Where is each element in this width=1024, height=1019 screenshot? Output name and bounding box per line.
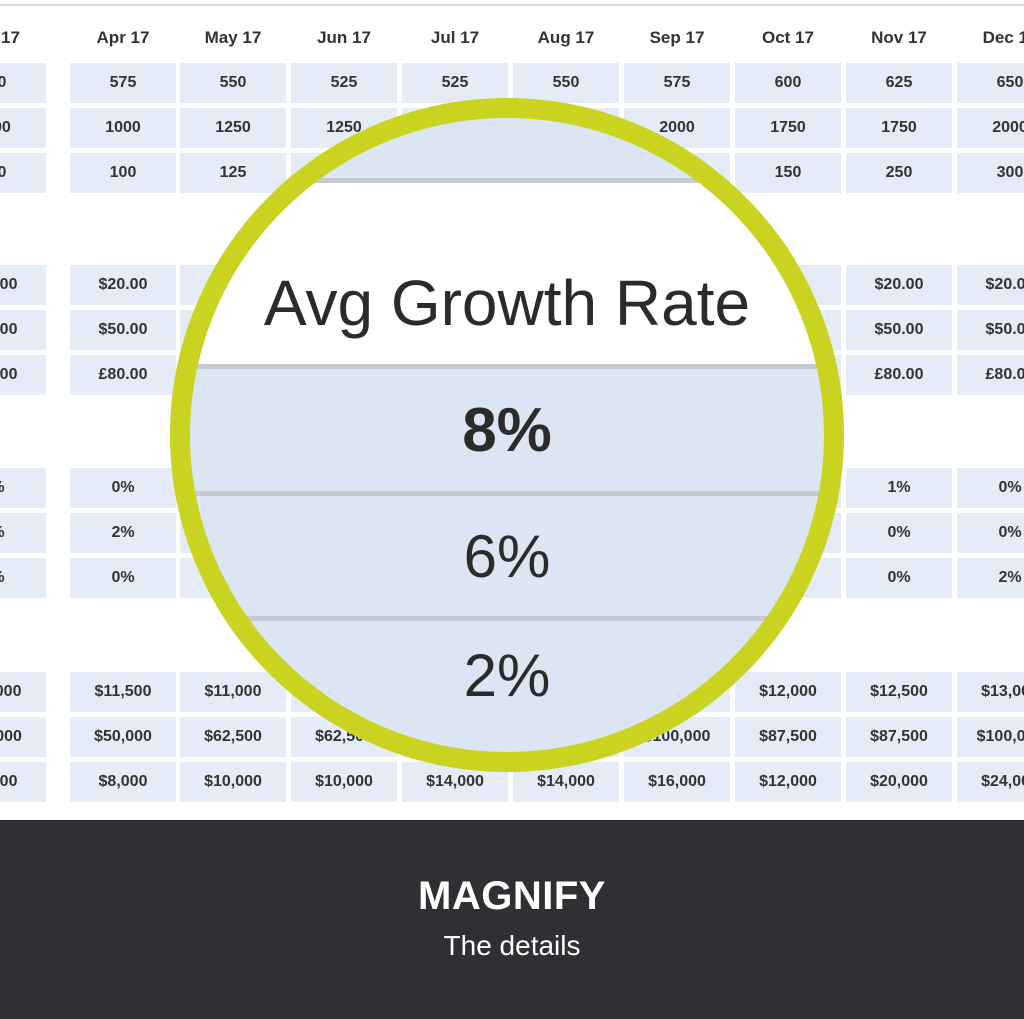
- table-cell: 100: [0, 153, 46, 193]
- month-header: Sep 17: [649, 28, 705, 47]
- lens-row: 6%: [170, 496, 844, 616]
- table-cell: $100,000: [957, 717, 1024, 757]
- table-cell: 2%: [70, 513, 176, 553]
- caption-subtitle: The details: [443, 930, 581, 961]
- table-cell: 100: [70, 153, 176, 193]
- table-cell: 525: [291, 63, 397, 103]
- table-cell: 1%: [846, 468, 952, 508]
- table-cell: 550: [0, 63, 46, 103]
- table-cell: £80.00: [70, 355, 176, 395]
- table-cell: £80.00: [957, 355, 1024, 395]
- table-cell: 250: [846, 153, 952, 193]
- table-cell: 0%: [0, 513, 46, 553]
- top-divider: [0, 4, 1024, 6]
- table-cell: $20,000: [846, 762, 952, 802]
- table-cell: 550: [180, 63, 286, 103]
- avg-growth-value: 2%: [463, 642, 551, 709]
- table-cell: 2000: [957, 108, 1024, 148]
- table-cell: $13,000: [957, 672, 1024, 712]
- table-cell: 0%: [957, 513, 1024, 553]
- avg-growth-rate-title: Avg Growth Rate: [263, 267, 751, 339]
- table-cell: $87,500: [846, 717, 952, 757]
- caption-title: MAGNIFY: [418, 874, 606, 918]
- month-header: Oct 17: [762, 28, 814, 47]
- table-cell: 300: [957, 153, 1024, 193]
- lens-separator: [170, 364, 844, 369]
- table-cell: 625: [846, 63, 952, 103]
- table-cell: $20.00: [70, 265, 176, 305]
- month-header: Jul 17: [430, 28, 480, 47]
- table-cell: $20.00: [846, 265, 952, 305]
- table-cell: 550: [513, 63, 619, 103]
- table-cell: $50.00: [0, 310, 46, 350]
- table-cell: 0%: [957, 468, 1024, 508]
- month-header: Aug 17: [537, 28, 595, 47]
- table-cell: $12,500: [846, 672, 952, 712]
- table-cell: 0%: [846, 558, 952, 598]
- table-cell: $50.00: [70, 310, 176, 350]
- lens-separator: [170, 616, 844, 621]
- table-cell: 0%: [70, 558, 176, 598]
- table-cell: 2%: [957, 558, 1024, 598]
- table-cell: 525: [402, 63, 508, 103]
- table-cell: $40,000: [0, 717, 46, 757]
- table-cell: $50,000: [70, 717, 176, 757]
- table-cell: 1000: [70, 108, 176, 148]
- table-cell: £80.00: [846, 355, 952, 395]
- table-cell: $11,500: [70, 672, 176, 712]
- table-cell: £80.00: [0, 355, 46, 395]
- month-header: Mar 17: [0, 28, 20, 47]
- table-cell: 0%: [70, 468, 176, 508]
- table-cell: $24,000: [957, 762, 1024, 802]
- lens-row: 2%: [170, 621, 844, 772]
- month-header: Jun 17: [317, 28, 371, 47]
- lens-top-band: [170, 98, 844, 178]
- lens-separator: [170, 178, 844, 183]
- table-cell: 1750: [846, 108, 952, 148]
- table-cell: 575: [624, 63, 730, 103]
- table-cell: $50.00: [846, 310, 952, 350]
- month-header: May 17: [204, 28, 262, 47]
- table-cell: $8,000: [0, 762, 46, 802]
- table-cell: 2%: [0, 558, 46, 598]
- avg-growth-value: 8%: [462, 395, 552, 465]
- table-cell: $8,000: [70, 762, 176, 802]
- avg-growth-value: 6%: [463, 522, 551, 590]
- table-cell: $11,000: [0, 672, 46, 712]
- month-header: Apr 17: [96, 28, 150, 47]
- table-cell: $20.00: [957, 265, 1024, 305]
- table-cell: 1000: [0, 108, 46, 148]
- table-cell: $50.00: [957, 310, 1024, 350]
- month-header: Nov 17: [871, 28, 927, 47]
- lens-separator: [170, 491, 844, 496]
- table-cell: 0%: [846, 513, 952, 553]
- table-cell: 650: [957, 63, 1024, 103]
- table-cell: 600: [735, 63, 841, 103]
- table-cell: 0%: [0, 468, 46, 508]
- table-cell: $20.00: [0, 265, 46, 305]
- table-cell: 575: [70, 63, 176, 103]
- month-header: Dec 17: [982, 28, 1024, 47]
- caption-footer: [0, 820, 1024, 1019]
- magnifier-lens: Avg Growth Rate 8% 6% 2%: [170, 98, 844, 772]
- lens-row: 8%: [170, 369, 844, 491]
